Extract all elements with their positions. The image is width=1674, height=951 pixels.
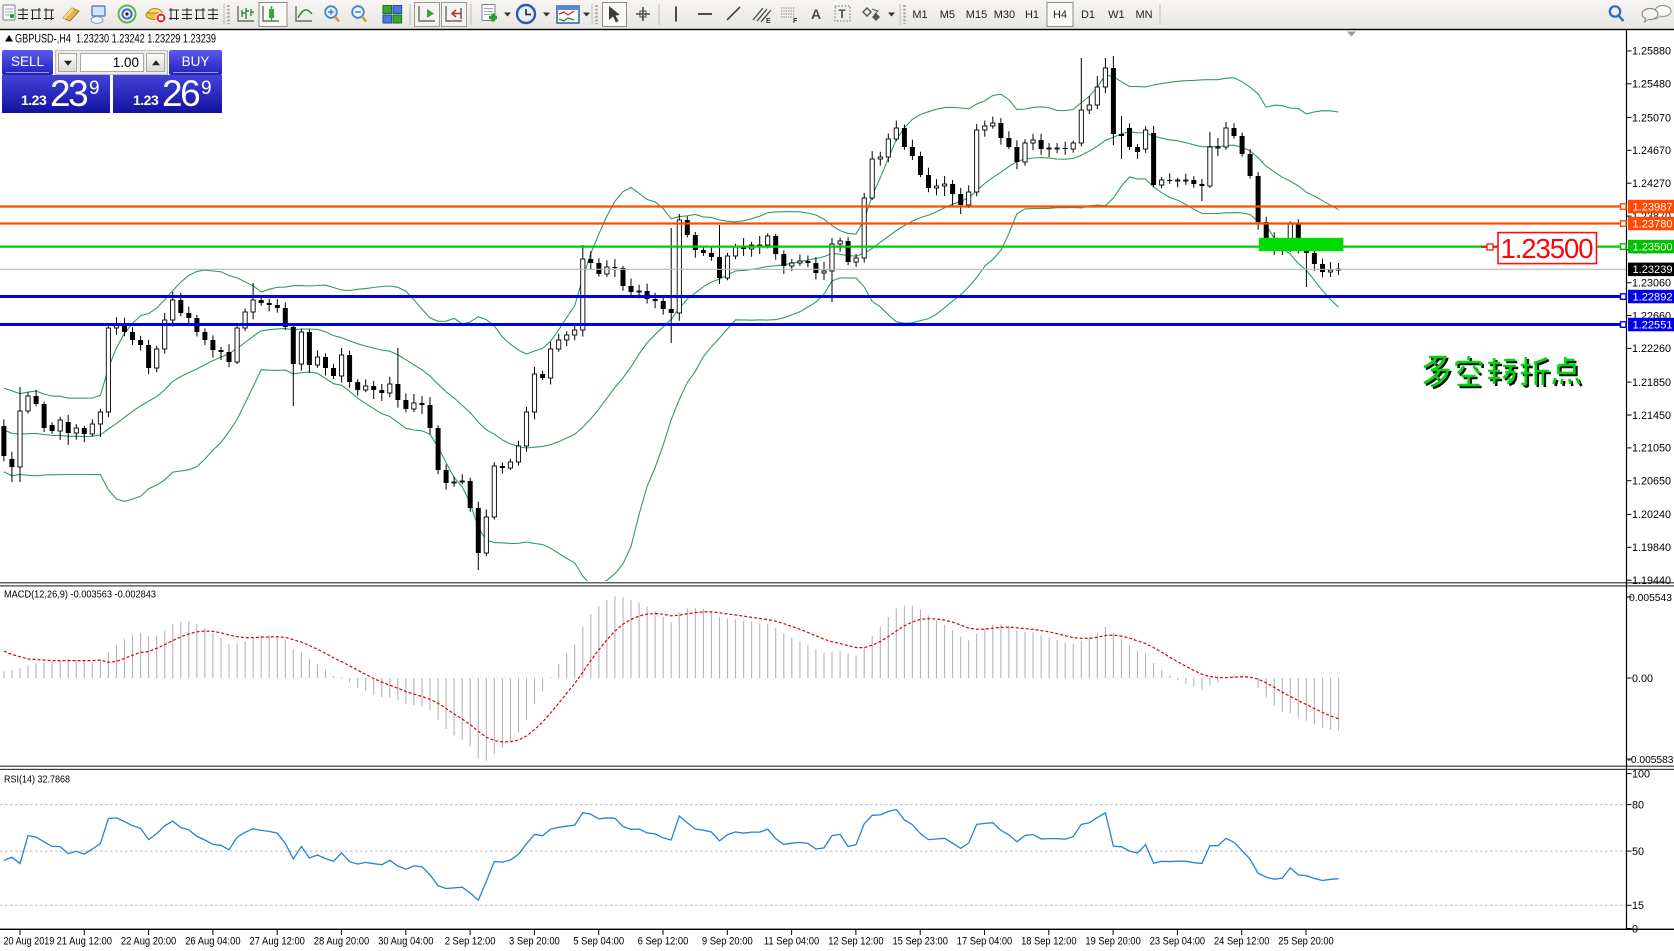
svg-text:M5: M5 [940,9,955,21]
svg-text:80: 80 [1632,799,1644,811]
svg-text:1.24270: 1.24270 [1632,178,1671,190]
svg-text:9 Sep 20:00: 9 Sep 20:00 [702,936,753,948]
svg-text:30 Aug 04:00: 30 Aug 04:00 [378,936,433,948]
svg-text:M30: M30 [994,9,1015,21]
svg-text:24 Sep 12:00: 24 Sep 12:00 [1214,936,1269,948]
svg-text:1.23780: 1.23780 [1633,218,1673,230]
svg-text:11 Sep 04:00: 11 Sep 04:00 [764,936,819,948]
svg-text:50: 50 [1632,846,1644,858]
svg-text:D1: D1 [1081,9,1095,21]
svg-text:MN: MN [1135,9,1152,21]
svg-text:23 Sep 04:00: 23 Sep 04:00 [1150,936,1205,948]
svg-text:A: A [811,6,821,22]
svg-text:0.005543: 0.005543 [1629,593,1672,604]
svg-text:1.23500: 1.23500 [1633,241,1673,253]
svg-text:0: 0 [1632,923,1638,935]
svg-text:0.00: 0.00 [1632,673,1653,685]
svg-text:19 Sep 20:00: 19 Sep 20:00 [1085,936,1140,948]
svg-text:1.23500: 1.23500 [1501,233,1594,264]
svg-text:100: 100 [1632,768,1650,780]
svg-text:GBPUSD-,H4 1.23230 1.23242 1.: GBPUSD-,H4 1.23230 1.23242 1.23229 1.232… [15,34,216,46]
svg-text:15: 15 [1632,900,1644,912]
svg-text:1.25880: 1.25880 [1632,46,1671,58]
svg-text:MACD(12,26,9) -0.003563 -0.002: MACD(12,26,9) -0.003563 -0.002843 [4,590,156,601]
svg-text:18 Sep 12:00: 18 Sep 12:00 [1021,936,1076,948]
svg-text:1.23987: 1.23987 [1633,201,1673,213]
svg-text:20 Aug 2019: 20 Aug 2019 [4,936,55,948]
svg-text:1.20650: 1.20650 [1632,476,1671,488]
svg-text:22 Aug 20:00: 22 Aug 20:00 [121,936,176,948]
svg-text:1.23060: 1.23060 [1632,278,1671,290]
svg-text:3 Sep 20:00: 3 Sep 20:00 [509,936,560,948]
svg-text:28 Aug 20:00: 28 Aug 20:00 [314,936,369,948]
svg-text:27 Aug 12:00: 27 Aug 12:00 [250,936,305,948]
svg-text:1.22892: 1.22892 [1633,291,1673,303]
svg-text:M15: M15 [966,9,987,21]
svg-text:M1: M1 [912,9,927,21]
svg-text:E: E [766,18,771,25]
svg-text:-0.005583: -0.005583 [1628,755,1674,766]
svg-text:RSI(14) 32.7868: RSI(14) 32.7868 [4,775,70,786]
svg-text:26 Aug 04:00: 26 Aug 04:00 [185,936,240,948]
svg-text:15 Sep 23:00: 15 Sep 23:00 [893,936,948,948]
svg-text:W1: W1 [1108,9,1125,21]
svg-text:F: F [793,18,798,25]
svg-text:1.21450: 1.21450 [1632,410,1671,422]
svg-text:T: T [839,9,846,21]
svg-text:25 Sep 20:00: 25 Sep 20:00 [1278,936,1333,948]
svg-text:1.24670: 1.24670 [1632,145,1671,157]
svg-text:1.22260: 1.22260 [1632,343,1671,355]
svg-text:5 Sep 04:00: 5 Sep 04:00 [573,936,624,948]
svg-text:12 Sep 12:00: 12 Sep 12:00 [828,936,883,948]
svg-text:H4: H4 [1053,9,1067,21]
svg-text:6 Sep 12:00: 6 Sep 12:00 [638,936,689,948]
svg-text:1.19840: 1.19840 [1632,542,1671,554]
svg-text:1.20240: 1.20240 [1632,509,1671,521]
svg-text:2 Sep 12:00: 2 Sep 12:00 [445,936,496,948]
svg-text:1.21850: 1.21850 [1632,377,1671,389]
svg-text:1.25070: 1.25070 [1632,112,1671,124]
svg-text:1.25480: 1.25480 [1632,79,1671,91]
svg-text:1.21050: 1.21050 [1632,443,1671,455]
svg-text:1.23239: 1.23239 [1633,264,1673,276]
svg-text:H1: H1 [1025,9,1039,21]
svg-text:21 Aug 12:00: 21 Aug 12:00 [57,936,112,948]
svg-text:1.19440: 1.19440 [1632,575,1671,587]
svg-text:17 Sep 04:00: 17 Sep 04:00 [957,936,1012,948]
svg-text:1.22551: 1.22551 [1633,319,1673,331]
